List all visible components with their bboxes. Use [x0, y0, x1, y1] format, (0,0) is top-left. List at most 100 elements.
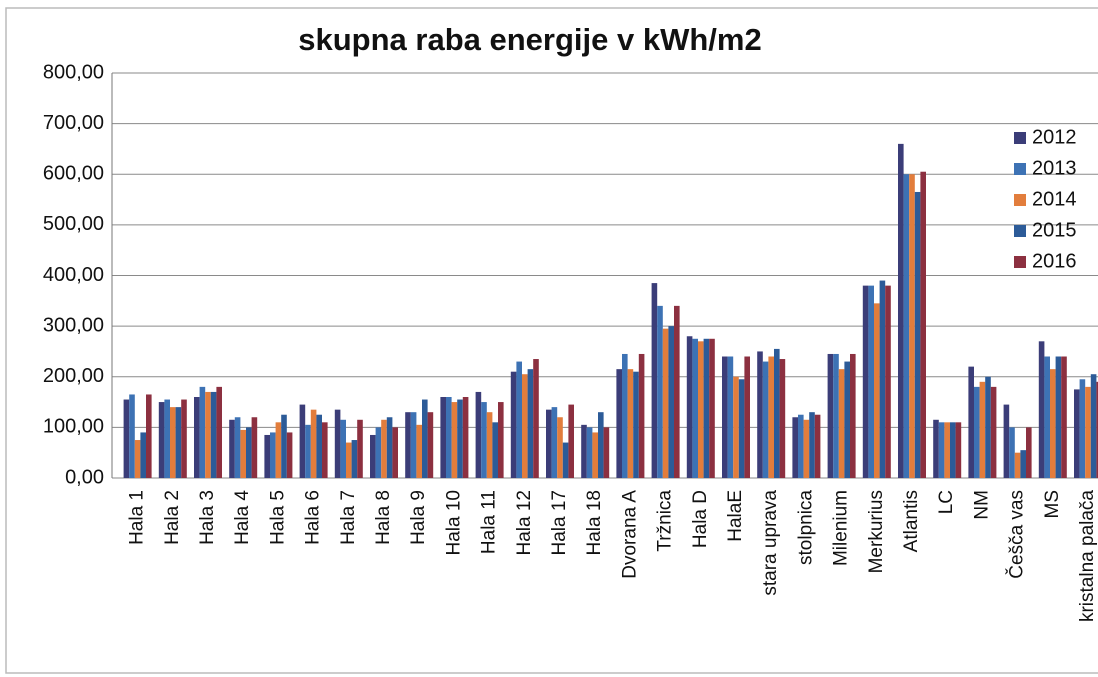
bar	[727, 356, 734, 478]
bar	[305, 424, 311, 478]
x-tick-label: Hala 12	[514, 490, 535, 556]
bar	[381, 419, 387, 478]
bar	[581, 424, 587, 478]
bar	[194, 397, 200, 478]
x-tick-label: Hala 9	[408, 490, 429, 545]
bar	[1044, 356, 1050, 478]
bar	[827, 353, 834, 478]
bar	[527, 369, 534, 478]
bar	[286, 432, 293, 478]
y-tick-label: 600,00	[43, 163, 104, 185]
bar	[205, 391, 211, 478]
bar	[920, 171, 926, 478]
bar	[486, 412, 493, 478]
y-tick-label: 500,00	[43, 213, 104, 235]
x-tick-label: LC	[936, 490, 957, 514]
bar	[733, 376, 739, 478]
bar	[722, 356, 728, 478]
bar	[698, 341, 704, 478]
bar	[246, 427, 252, 478]
bar	[146, 394, 152, 478]
bar	[779, 359, 786, 478]
chart-frame	[5, 7, 1098, 674]
x-tick-label: Hala 5	[267, 490, 288, 545]
bar	[651, 283, 658, 478]
bar	[757, 351, 763, 478]
x-tick-label: NM	[971, 490, 992, 520]
x-tick-label: Hala 11	[479, 490, 500, 554]
legend-label: 2016	[1032, 250, 1077, 272]
bar	[633, 371, 639, 478]
bar	[879, 280, 886, 478]
bar	[346, 442, 352, 478]
bar	[386, 417, 393, 478]
bar	[603, 427, 610, 478]
bar	[762, 361, 769, 478]
bar	[938, 422, 945, 478]
x-tick-label: Hala 2	[162, 490, 183, 545]
bar	[1055, 356, 1062, 478]
x-tick-label: Tržnica	[655, 490, 676, 552]
bar	[598, 412, 604, 478]
bar	[1079, 379, 1086, 478]
bar	[955, 422, 962, 478]
bar	[1003, 404, 1010, 478]
bar	[299, 404, 306, 478]
bar	[909, 174, 915, 478]
x-tick-label: Hala 1	[127, 490, 148, 545]
bar	[898, 143, 904, 478]
bar	[1085, 386, 1091, 478]
legend-swatch	[1014, 132, 1026, 144]
bar	[862, 285, 869, 478]
bar	[240, 429, 246, 478]
bar	[944, 422, 950, 478]
bar	[462, 397, 469, 478]
bar	[803, 419, 810, 478]
legend-label: 2014	[1032, 188, 1077, 210]
x-tick-label: Hala 7	[338, 490, 359, 545]
y-tick-label: 800,00	[43, 61, 104, 83]
x-tick-label: stara uprava	[760, 490, 781, 596]
x-tick-label: kristalna palača	[1077, 490, 1098, 622]
bar	[1074, 389, 1080, 478]
bar	[229, 419, 235, 478]
bar	[744, 356, 750, 478]
bar	[216, 386, 222, 478]
legend-label: 2013	[1032, 157, 1077, 179]
bar	[410, 412, 417, 478]
bar	[627, 369, 634, 478]
x-tick-label: Češča vas	[1006, 490, 1028, 579]
x-tick-label: MS	[1042, 490, 1063, 519]
bar	[638, 353, 645, 478]
bar	[475, 391, 482, 478]
bar	[181, 399, 187, 478]
bar	[814, 414, 821, 478]
bar	[738, 379, 745, 478]
bar	[510, 371, 517, 478]
bar	[914, 191, 921, 478]
y-tick-label: 200,00	[43, 365, 104, 387]
bar	[1061, 356, 1067, 478]
bar	[562, 442, 569, 478]
bar	[1026, 427, 1032, 478]
bar	[546, 409, 552, 478]
bar	[158, 402, 165, 478]
bar	[798, 414, 804, 478]
bar	[985, 376, 991, 478]
x-tick-label: Hala 8	[373, 490, 394, 545]
x-tick-label: Hala 18	[584, 490, 605, 556]
bar	[874, 303, 880, 478]
bar	[370, 434, 376, 478]
x-tick-label: Hala 3	[197, 490, 218, 545]
bar	[275, 422, 282, 478]
bar	[516, 361, 522, 478]
bar	[968, 366, 974, 478]
bar	[838, 369, 845, 478]
bar	[657, 305, 663, 478]
bar	[481, 402, 487, 478]
bar	[457, 399, 463, 478]
x-tick-label: Atlantis	[901, 490, 922, 552]
bar	[140, 432, 146, 478]
x-tick-label: Merkurius	[866, 490, 887, 573]
